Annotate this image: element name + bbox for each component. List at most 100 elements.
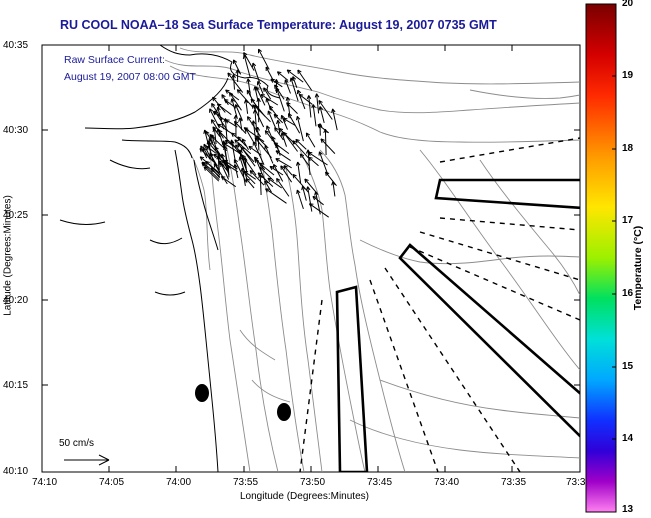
current-vector-head <box>216 106 221 112</box>
current-vector <box>283 132 299 152</box>
current-vector-head <box>205 130 210 136</box>
current-vector <box>273 142 290 155</box>
current-vector <box>292 76 298 88</box>
current-vector-head <box>305 186 311 191</box>
current-vector-head <box>209 152 214 157</box>
current-vector <box>199 148 216 164</box>
y-axis-title: Latitude (Degrees:Minutes) <box>2 195 14 316</box>
current-vector <box>264 145 274 164</box>
current-vector-head <box>258 48 262 54</box>
current-vector <box>278 128 296 145</box>
current-vector <box>277 120 281 134</box>
current-vector <box>233 59 242 75</box>
current-vector-head <box>242 170 247 176</box>
current-vector-head <box>280 165 285 170</box>
colorbar-tick-label: 13 <box>622 504 634 515</box>
current-vector-head <box>260 94 265 99</box>
current-vector <box>317 124 330 134</box>
current-vector <box>239 156 248 179</box>
current-vector <box>247 78 251 97</box>
current-vector <box>299 153 311 167</box>
current-vector-head <box>253 156 259 162</box>
y-tick-label: 40:15 <box>3 380 29 391</box>
marker-1 <box>195 384 209 402</box>
current-vector-head <box>295 161 301 166</box>
current-vector-head <box>308 203 314 208</box>
current-vector-head <box>220 162 225 168</box>
current-vector-head <box>273 142 279 147</box>
current-vector <box>242 170 256 185</box>
current-vector <box>284 79 291 94</box>
current-vector <box>264 130 276 144</box>
current-vector-head <box>296 89 302 95</box>
current-vector <box>249 170 265 186</box>
current-vector <box>266 125 273 138</box>
current-vector <box>259 174 262 196</box>
current-vector-head <box>213 163 218 168</box>
current-vector <box>212 111 228 123</box>
current-vector-head <box>254 137 260 142</box>
current-vector-head <box>235 69 240 74</box>
current-vector <box>221 176 236 188</box>
current-vector <box>201 162 220 181</box>
y-tick-label: 40:10 <box>3 466 29 477</box>
current-vector <box>234 139 252 155</box>
scale-label: 50 cm/s <box>59 438 95 449</box>
current-vector <box>208 142 221 157</box>
current-vector-head <box>318 100 323 105</box>
current-vector <box>307 186 313 212</box>
current-vector <box>276 178 290 197</box>
current-vector <box>296 116 304 142</box>
current-vector <box>231 98 238 118</box>
current-vector-head <box>241 154 246 159</box>
current-vector-head <box>308 156 313 162</box>
x-tick-label: 73:45 <box>367 477 393 488</box>
current-vector <box>214 146 225 161</box>
current-vector-head <box>286 69 292 74</box>
current-vector-head <box>331 108 336 113</box>
current-vector-head <box>246 78 251 83</box>
current-vector <box>245 99 249 114</box>
current-vector <box>292 140 309 159</box>
current-vector <box>220 162 230 180</box>
x-tick-label: 73:3 <box>566 477 586 488</box>
current-vector-head <box>265 66 270 72</box>
current-vector <box>318 100 333 120</box>
current-vector <box>297 161 302 183</box>
current-vector <box>280 165 293 183</box>
current-vector <box>212 126 221 137</box>
current-vector-head <box>225 119 230 124</box>
current-vector-head <box>276 119 281 125</box>
x-tick-label: 73:35 <box>501 477 527 488</box>
current-vector-head <box>292 140 297 145</box>
current-vector-head <box>273 163 278 169</box>
current-vector <box>217 103 232 115</box>
current-vector <box>234 164 239 179</box>
current-vector <box>274 127 284 141</box>
transect-lines <box>299 137 580 472</box>
current-vector-head <box>283 131 288 137</box>
current-vector-head <box>297 69 302 74</box>
x-tick-label: 73:55 <box>233 477 259 488</box>
current-vector-head <box>248 145 253 151</box>
y-tick-label: 40:25 <box>3 210 29 221</box>
current-vector <box>274 84 285 100</box>
current-vector-head <box>295 115 301 121</box>
current-vector <box>286 102 298 114</box>
current-vector-head <box>238 117 243 122</box>
current-vector-head <box>240 146 245 152</box>
current-vector-head <box>210 119 216 124</box>
current-vector-head <box>314 93 320 98</box>
current-vector <box>241 138 249 151</box>
current-vector <box>243 127 265 143</box>
current-vector <box>297 89 306 110</box>
colorbar-title: Temperature (°C) <box>632 225 644 311</box>
current-vector <box>203 166 220 182</box>
map-title: RU COOL NOAA–18 Sea Surface Temperature:… <box>60 18 497 32</box>
current-vector-head <box>220 153 226 158</box>
current-vector <box>258 48 269 69</box>
current-vector-head <box>298 93 304 99</box>
current-vector-head <box>312 195 317 201</box>
current-vector <box>210 119 224 139</box>
study-boxes <box>335 178 580 472</box>
